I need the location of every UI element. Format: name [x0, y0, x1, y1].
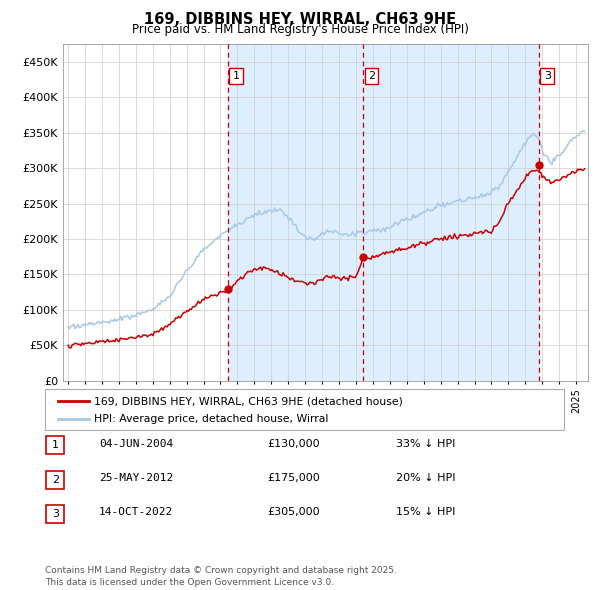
Text: 33% ↓ HPI: 33% ↓ HPI	[396, 439, 455, 448]
Text: 14-OCT-2022: 14-OCT-2022	[99, 507, 173, 517]
FancyBboxPatch shape	[46, 471, 64, 489]
Text: 15% ↓ HPI: 15% ↓ HPI	[396, 507, 455, 517]
Text: 169, DIBBINS HEY, WIRRAL, CH63 9HE: 169, DIBBINS HEY, WIRRAL, CH63 9HE	[144, 12, 456, 27]
Text: 3: 3	[52, 509, 59, 519]
Text: £175,000: £175,000	[267, 473, 320, 483]
Text: £305,000: £305,000	[267, 507, 320, 517]
Text: 169, DIBBINS HEY, WIRRAL, CH63 9HE (detached house): 169, DIBBINS HEY, WIRRAL, CH63 9HE (deta…	[94, 396, 403, 407]
Text: 3: 3	[544, 71, 551, 81]
FancyBboxPatch shape	[45, 389, 564, 430]
Text: Price paid vs. HM Land Registry's House Price Index (HPI): Price paid vs. HM Land Registry's House …	[131, 23, 469, 36]
Text: HPI: Average price, detached house, Wirral: HPI: Average price, detached house, Wirr…	[94, 415, 329, 424]
Text: 2: 2	[368, 71, 375, 81]
Text: 1: 1	[233, 71, 239, 81]
Bar	[227, 44, 539, 381]
Text: 04-JUN-2004: 04-JUN-2004	[99, 439, 173, 448]
Text: Contains HM Land Registry data © Crown copyright and database right 2025.
This d: Contains HM Land Registry data © Crown c…	[45, 566, 397, 587]
Text: 1: 1	[52, 441, 59, 450]
Text: 2: 2	[52, 475, 59, 484]
Text: 20% ↓ HPI: 20% ↓ HPI	[396, 473, 455, 483]
Text: £130,000: £130,000	[267, 439, 320, 448]
FancyBboxPatch shape	[46, 437, 64, 454]
FancyBboxPatch shape	[46, 505, 64, 523]
Text: 25-MAY-2012: 25-MAY-2012	[99, 473, 173, 483]
